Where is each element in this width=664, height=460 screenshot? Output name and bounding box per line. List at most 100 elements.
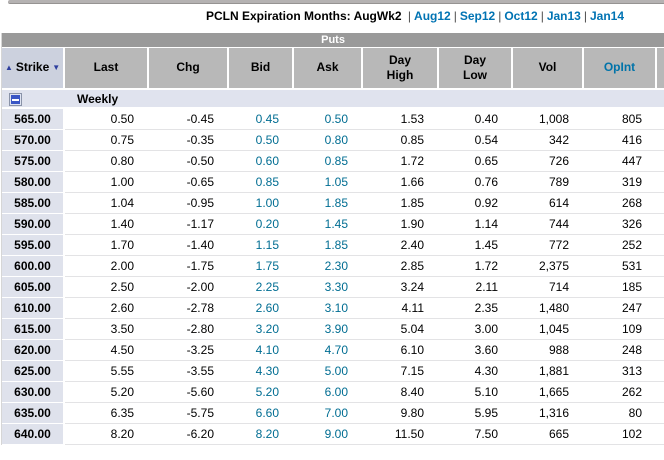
day-high-cell: 1.72 — [362, 150, 438, 172]
opint-cell: 185 — [583, 276, 656, 298]
strike-cell: 615.00 — [2, 318, 65, 340]
bid-cell[interactable]: 3.20 — [228, 318, 293, 340]
bid-cell[interactable]: 8.20 — [228, 423, 293, 445]
day-high-cell: 1.90 — [362, 213, 438, 235]
strike-cell: 630.00 — [2, 381, 65, 403]
ask-cell[interactable]: 3.10 — [293, 297, 362, 319]
expiration-link-oct12[interactable]: Oct12 — [504, 9, 538, 23]
ask-cell[interactable]: 6.00 — [293, 381, 362, 403]
ask-cell[interactable]: 5.00 — [293, 360, 362, 382]
ask-cell[interactable]: 1.85 — [293, 234, 362, 256]
strike-cell: 600.00 — [2, 255, 65, 277]
expiration-link-sep12[interactable]: Sep12 — [459, 9, 496, 23]
day-high-cell: 6.10 — [362, 339, 438, 361]
chg-cell: -1.75 — [148, 255, 228, 277]
bid-cell[interactable]: 4.30 — [228, 360, 293, 382]
ask-cell[interactable]: 0.85 — [293, 150, 362, 172]
bid-cell[interactable]: 1.15 — [228, 234, 293, 256]
expiration-link-jan13[interactable]: Jan13 — [546, 9, 581, 23]
ask-cell[interactable]: 2.30 — [293, 255, 362, 277]
opint-cell: 80 — [583, 402, 656, 424]
bid-cell[interactable]: 1.00 — [228, 192, 293, 214]
bid-cell[interactable]: 0.50 — [228, 129, 293, 151]
chg-cell: -3.25 — [148, 339, 228, 361]
day-low-cell: 3.60 — [438, 339, 512, 361]
spacer-cell — [656, 129, 664, 151]
bid-cell[interactable]: 0.45 — [228, 108, 293, 130]
day-high-cell: 2.40 — [362, 234, 438, 256]
bid-cell[interactable]: 0.60 — [228, 150, 293, 172]
last-cell: 2.60 — [64, 297, 148, 319]
day-low-cell: 0.65 — [438, 150, 512, 172]
weekly-group-row: Weekly — [2, 89, 664, 109]
spacer-column-header — [654, 46, 664, 90]
table-row: 585.00 1.04 -0.95 1.00 1.85 1.85 0.92 614 268 — [2, 192, 664, 214]
ask-column-header: Ask — [292, 46, 362, 90]
column-header-row: ▲ Strike ▼ Last Chg Bid Ask Day High Day L… — [2, 46, 664, 90]
spacer-cell — [656, 318, 664, 340]
bid-cell[interactable]: 6.60 — [228, 402, 293, 424]
bid-cell[interactable]: 1.75 — [228, 255, 293, 277]
ask-cell[interactable]: 3.30 — [293, 276, 362, 298]
sort-ascending-icon[interactable]: ▲ — [5, 63, 13, 73]
ask-cell[interactable]: 0.50 — [293, 108, 362, 130]
chg-cell: -5.60 — [148, 381, 228, 403]
bid-cell[interactable]: 5.20 — [228, 381, 293, 403]
opint-cell: 326 — [583, 213, 656, 235]
day-high-cell: 7.15 — [362, 360, 438, 382]
ask-cell[interactable]: 9.00 — [293, 423, 362, 445]
opint-column-header[interactable]: OpInt — [582, 46, 656, 90]
vol-column-header: Vol — [511, 46, 583, 90]
day-high-cell: 8.40 — [362, 381, 438, 403]
collapse-minus-button[interactable] — [9, 92, 22, 106]
ask-cell[interactable]: 1.05 — [293, 171, 362, 193]
last-cell: 1.04 — [64, 192, 148, 214]
day-high-cell: 11.50 — [362, 423, 438, 445]
ask-cell[interactable]: 4.70 — [293, 339, 362, 361]
table-row: 600.00 2.00 -1.75 1.75 2.30 2.85 1.72 2,375 531 — [2, 255, 664, 277]
day-high-cell: 2.85 — [362, 255, 438, 277]
strike-cell: 575.00 — [2, 150, 65, 172]
strike-cell: 635.00 — [2, 402, 65, 424]
bid-cell[interactable]: 4.10 — [228, 339, 293, 361]
bid-cell[interactable]: 2.60 — [228, 297, 293, 319]
opint-cell: 247 — [583, 297, 656, 319]
table-row: 595.00 1.70 -1.40 1.15 1.85 2.40 1.45 772 252 — [2, 234, 664, 256]
chg-cell: -2.78 — [148, 297, 228, 319]
spacer-cell — [656, 297, 664, 319]
ask-cell[interactable]: 0.80 — [293, 129, 362, 151]
bid-column-header: Bid — [227, 46, 293, 90]
chg-cell: -2.80 — [148, 318, 228, 340]
sort-descending-icon[interactable]: ▼ — [52, 63, 61, 73]
vol-cell: 1,480 — [512, 297, 583, 319]
bid-cell[interactable]: 2.25 — [228, 276, 293, 298]
top-divider-bar — [8, 0, 664, 4]
ask-cell[interactable]: 3.90 — [293, 318, 362, 340]
opint-cell: 268 — [583, 192, 656, 214]
separator: | — [540, 9, 544, 23]
chg-column-header: Chg — [147, 46, 228, 90]
opint-cell: 531 — [583, 255, 656, 277]
day-low-column-header: Day Low — [437, 46, 512, 90]
ask-cell[interactable]: 7.00 — [293, 402, 362, 424]
last-cell: 1.70 — [64, 234, 148, 256]
ask-cell[interactable]: 1.85 — [293, 192, 362, 214]
expiration-link-jan14[interactable]: Jan14 — [589, 9, 624, 23]
expiration-title-label: PCLN Expiration Months: — [206, 9, 351, 23]
opint-cell: 805 — [583, 108, 656, 130]
spacer-cell — [656, 213, 664, 235]
vol-cell: 1,008 — [512, 108, 583, 130]
day-low-cell: 0.92 — [438, 192, 512, 214]
vol-cell: 1,045 — [512, 318, 583, 340]
day-low-cell: 5.95 — [438, 402, 512, 424]
chg-cell: -6.20 — [148, 423, 228, 445]
chg-cell: -0.35 — [148, 129, 228, 151]
bid-cell[interactable]: 0.85 — [228, 171, 293, 193]
bid-cell[interactable]: 0.20 — [228, 213, 293, 235]
vol-cell: 1,665 — [512, 381, 583, 403]
strike-column-header[interactable]: ▲ Strike ▼ — [2, 46, 64, 90]
spacer-cell — [656, 192, 664, 214]
ask-cell[interactable]: 1.45 — [293, 213, 362, 235]
expiration-link-aug12[interactable]: Aug12 — [414, 9, 451, 23]
vol-cell: 988 — [512, 339, 583, 361]
